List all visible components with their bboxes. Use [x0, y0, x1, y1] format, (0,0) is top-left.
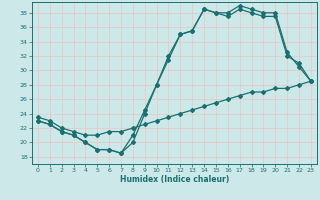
X-axis label: Humidex (Indice chaleur): Humidex (Indice chaleur)	[120, 175, 229, 184]
